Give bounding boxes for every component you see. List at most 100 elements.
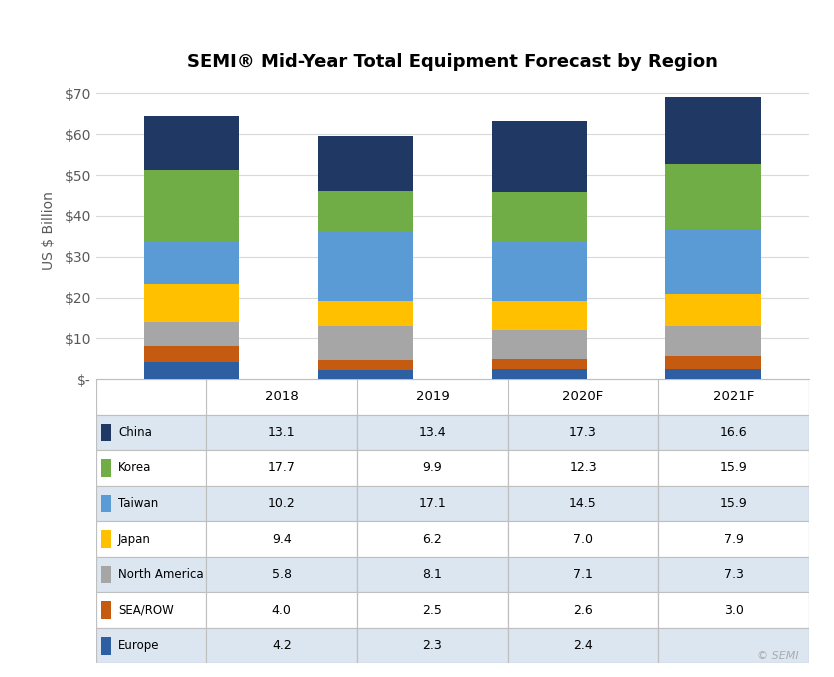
Bar — [318, 370, 414, 379]
Text: 17.7: 17.7 — [268, 462, 296, 475]
Bar — [96, 521, 207, 556]
Bar — [666, 294, 761, 326]
Text: China: China — [118, 426, 152, 439]
Bar — [357, 486, 508, 521]
Bar — [318, 359, 414, 370]
Bar — [207, 628, 357, 663]
Text: 16.6: 16.6 — [720, 426, 747, 439]
Bar — [102, 566, 112, 584]
Bar — [102, 495, 112, 512]
Bar — [666, 368, 761, 379]
Bar — [658, 521, 809, 556]
Bar — [207, 486, 357, 521]
Bar — [102, 601, 112, 619]
Bar — [207, 450, 357, 486]
Title: SEMI® Mid-Year Total Equipment Forecast by Region: SEMI® Mid-Year Total Equipment Forecast … — [187, 53, 718, 71]
Y-axis label: US $ Billion: US $ Billion — [43, 191, 56, 269]
Text: 7.3: 7.3 — [724, 568, 744, 581]
Text: 5.8: 5.8 — [272, 568, 292, 581]
Bar — [658, 628, 809, 663]
Bar — [318, 232, 414, 301]
Bar — [96, 414, 207, 450]
Bar — [96, 556, 207, 592]
Bar — [357, 592, 508, 628]
Text: Europe: Europe — [118, 639, 159, 652]
Bar — [658, 486, 809, 521]
Bar — [102, 459, 112, 477]
Bar — [102, 424, 112, 441]
Text: 13.1: 13.1 — [268, 426, 295, 439]
Bar — [357, 628, 508, 663]
Text: SEA/ROW: SEA/ROW — [118, 604, 173, 617]
Bar — [508, 556, 658, 592]
Bar — [207, 379, 809, 414]
Text: 2021F: 2021F — [713, 391, 754, 403]
Text: 2.6: 2.6 — [573, 604, 593, 617]
Text: 2.3: 2.3 — [423, 639, 442, 652]
Bar — [318, 326, 414, 359]
Bar — [143, 346, 239, 362]
Text: 6.2: 6.2 — [423, 533, 442, 546]
Bar — [491, 121, 587, 192]
Text: 3.0: 3.0 — [724, 604, 744, 617]
Text: 2019: 2019 — [415, 391, 450, 403]
Text: 2018: 2018 — [265, 391, 299, 403]
Bar — [666, 356, 761, 368]
Bar — [666, 326, 761, 356]
Text: 4.2: 4.2 — [272, 639, 292, 652]
Bar — [96, 628, 207, 663]
Bar — [658, 592, 809, 628]
Text: 7.0: 7.0 — [573, 533, 593, 546]
Text: 17.3: 17.3 — [569, 426, 597, 439]
Text: 13.4: 13.4 — [419, 426, 446, 439]
Text: 2.4: 2.4 — [573, 639, 593, 652]
Bar — [666, 230, 761, 294]
Bar — [658, 556, 809, 592]
Bar — [357, 414, 508, 450]
Bar — [508, 486, 658, 521]
Bar — [357, 450, 508, 486]
Bar — [491, 192, 587, 242]
Bar — [666, 165, 761, 230]
Bar — [96, 486, 207, 521]
Bar — [143, 322, 239, 346]
Bar — [143, 362, 239, 379]
Text: Taiwan: Taiwan — [118, 497, 158, 510]
Text: 9.9: 9.9 — [423, 462, 442, 475]
Bar — [102, 637, 112, 655]
Bar — [143, 284, 239, 322]
Text: 12.3: 12.3 — [570, 462, 597, 475]
Bar — [318, 136, 414, 191]
Bar — [143, 242, 239, 284]
Text: 2020F: 2020F — [562, 391, 604, 403]
Bar — [318, 191, 414, 232]
Bar — [508, 592, 658, 628]
Bar — [491, 301, 587, 330]
Text: North America: North America — [118, 568, 203, 581]
Text: © SEMI: © SEMI — [756, 651, 798, 661]
Text: 15.9: 15.9 — [720, 462, 747, 475]
Text: 14.5: 14.5 — [569, 497, 597, 510]
Text: 17.1: 17.1 — [419, 497, 446, 510]
Bar — [491, 330, 587, 359]
Text: 10.2: 10.2 — [268, 497, 295, 510]
Bar — [508, 521, 658, 556]
Text: 7.1: 7.1 — [573, 568, 593, 581]
Bar — [143, 170, 239, 242]
Bar — [102, 530, 112, 548]
Bar — [491, 370, 587, 379]
Text: 8.1: 8.1 — [423, 568, 442, 581]
Bar — [357, 556, 508, 592]
Bar — [491, 359, 587, 370]
Bar — [508, 414, 658, 450]
Text: Japan: Japan — [118, 533, 151, 546]
Text: 9.4: 9.4 — [272, 533, 292, 546]
Text: 2.5: 2.5 — [423, 604, 442, 617]
Bar — [207, 556, 357, 592]
Text: 7.9: 7.9 — [724, 533, 744, 546]
Bar — [357, 521, 508, 556]
Bar — [658, 450, 809, 486]
Bar — [143, 116, 239, 170]
Bar — [318, 301, 414, 326]
Bar — [666, 97, 761, 165]
